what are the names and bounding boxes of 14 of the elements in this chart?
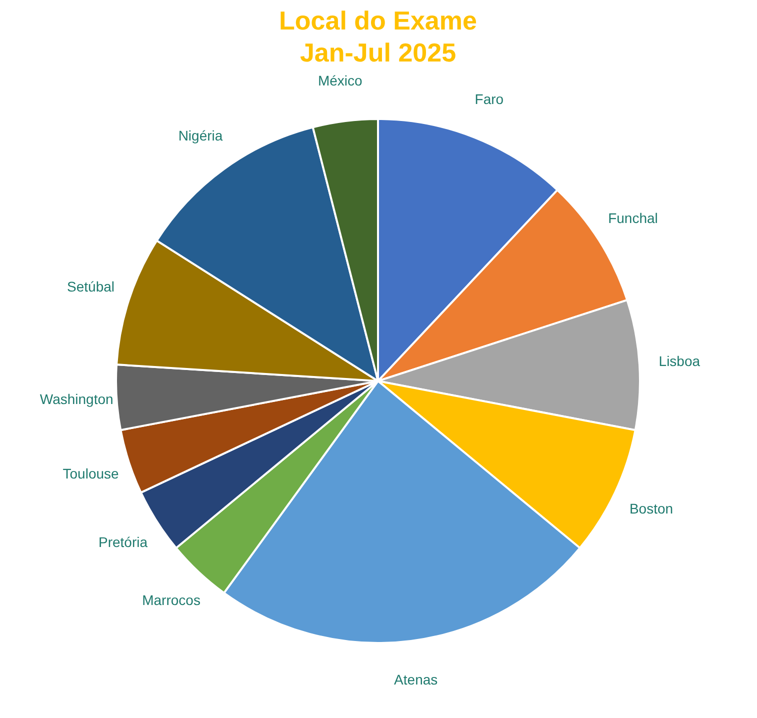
slice-label: Setúbal (67, 278, 115, 295)
slice-label: Nigéria (178, 128, 223, 144)
slice-label: Toulouse (62, 465, 120, 482)
chart-title: Local do Exame (279, 5, 477, 36)
slice-label: Funchal (608, 210, 658, 226)
slice-label: México (318, 72, 363, 88)
chart-subtitle: Jan-Jul 2025 (300, 37, 456, 68)
slice-label: Faro (474, 91, 504, 108)
slice-label: Boston (629, 500, 674, 517)
slice-label: Pretória (98, 534, 148, 550)
slice-label: Lisboa (658, 353, 700, 370)
slice-label: Atenas (394, 672, 438, 688)
slice-label: Washington (40, 390, 114, 407)
slice-label: Marrocos (142, 592, 200, 608)
